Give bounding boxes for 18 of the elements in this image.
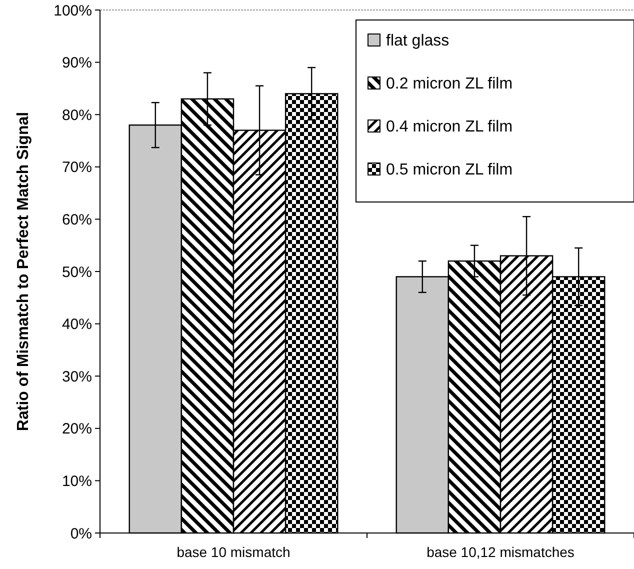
legend-label: 0.2 micron ZL film <box>386 76 513 93</box>
legend-label: 0.5 micron ZL film <box>386 162 513 179</box>
y-tick-label: 40% <box>62 316 92 334</box>
y-tick-label: 60% <box>62 211 92 228</box>
y-axis-title: Ratio of Mismatch to Perfect Match Signal <box>15 112 32 432</box>
y-tick-label: 50% <box>62 264 92 281</box>
x-tick-label: base 10,12 mismatches <box>426 544 574 560</box>
y-tick-label: 20% <box>62 420 92 438</box>
y-tick-label: 70% <box>62 159 92 176</box>
y-tick-label: 80% <box>62 106 92 124</box>
y-tick-label: 100% <box>54 2 92 20</box>
y-tick-label: 90% <box>62 54 92 72</box>
y-tick-label: 10% <box>62 472 92 490</box>
legend-label: 0.4 micron ZL film <box>386 118 513 136</box>
x-tick-label: base 10 mismatch <box>176 544 290 560</box>
y-tick-label: 30% <box>62 368 92 386</box>
legend-label: flat glass <box>386 32 450 50</box>
y-tick-label: 0% <box>70 525 92 542</box>
